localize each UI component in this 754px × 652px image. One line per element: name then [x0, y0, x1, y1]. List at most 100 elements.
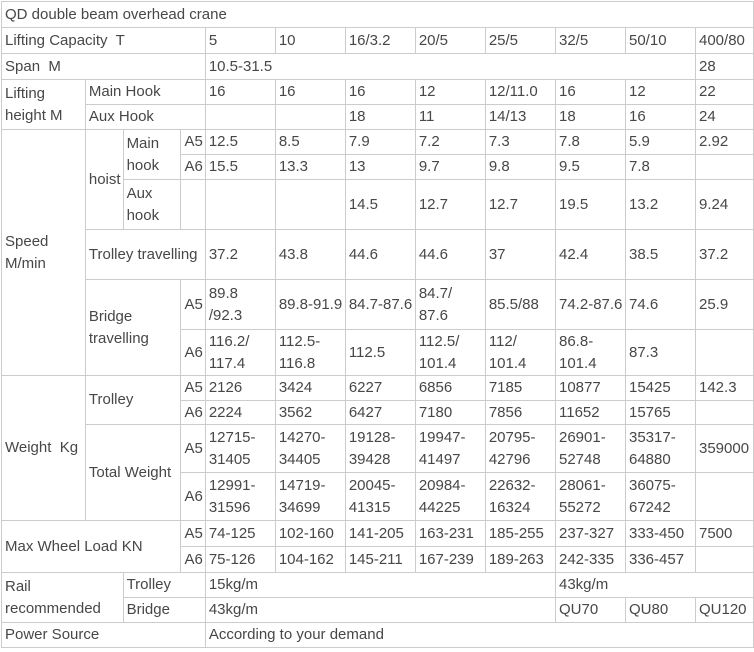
value-cell: 112.5- 116.8	[274, 329, 346, 376]
table-row: A6 75-126 104-162 145-211 167-239 189-263 242-…	[2, 546, 754, 573]
value-cell: QU70	[555, 597, 626, 623]
label-lifting-capacity: Lifting Capacity T	[1, 27, 206, 54]
label-weight-trolley: Trolley	[84, 375, 182, 425]
value-cell: 145-211	[344, 546, 416, 573]
value-cell: 43kg/m	[204, 597, 557, 623]
label-power-source: Power Source	[1, 622, 206, 648]
value-cell: 37.2	[204, 229, 276, 280]
value-cell: 74.2-87.6	[555, 279, 626, 330]
value-cell: 10	[274, 27, 346, 54]
label-a6: A6	[180, 546, 206, 573]
table-row: Power Source According to your demand	[1, 622, 754, 648]
value-cell: 9.8	[484, 154, 557, 180]
value-cell: 20984- 44225	[414, 472, 486, 521]
table-row: A6 2224 3562 6427 7180 7856 11652 15765	[2, 400, 754, 425]
value-cell: 12.5	[204, 129, 276, 155]
value-cell: 89.8 /92.3	[204, 279, 276, 330]
value-cell: 5.9	[625, 129, 696, 155]
value-cell: 14719- 34699	[274, 472, 346, 521]
table-row: Trolley travelling 37.2 43.8 44.6 44.6 37 42.4…	[2, 229, 754, 280]
table-row: Bridge 43kg/m QU70 QU80 QU120	[2, 597, 754, 623]
value-cell: 142.3	[695, 375, 754, 401]
value-cell: 28	[695, 53, 754, 80]
value-cell: 9.7	[414, 154, 486, 180]
label-a5: A5	[180, 520, 206, 547]
label-weight: Weight Kg	[1, 375, 86, 521]
value-cell: 3424	[274, 375, 346, 401]
table-row: Aux Hook 18 11 14/13 18 16 24	[2, 104, 754, 130]
power-source-value: According to your demand	[204, 622, 754, 648]
value-cell: 7.9	[344, 129, 416, 155]
value-cell: 37	[484, 229, 557, 280]
empty-cell	[180, 179, 206, 230]
value-cell: 7.3	[484, 129, 557, 155]
label-hoist-aux-hook: Aux hook	[122, 179, 182, 230]
value-cell: 13	[344, 154, 416, 180]
value-cell: 18	[555, 104, 626, 130]
value-cell: QU80	[625, 597, 696, 623]
value-cell: 74.6	[625, 279, 696, 330]
value-cell: 74-125	[204, 520, 276, 547]
value-cell: 7.8	[555, 129, 626, 155]
value-cell: 104-162	[274, 546, 346, 573]
value-cell: 22632- 16324	[484, 472, 557, 521]
value-cell: 86.8- 101.4	[555, 329, 626, 376]
value-cell: 50/10	[625, 27, 696, 54]
value-cell: 42.4	[555, 229, 626, 280]
value-cell: 5	[204, 27, 276, 54]
value-cell: 15425	[625, 375, 696, 401]
value-cell: 38.5	[625, 229, 696, 280]
table-row: A6 12991- 31596 14719- 34699 20045- 41315 20…	[2, 472, 754, 521]
empty-cell	[695, 154, 754, 180]
value-cell: 44.6	[414, 229, 486, 280]
value-cell: 2.92	[695, 129, 754, 155]
label-aux-hook: Aux Hook	[84, 104, 206, 130]
value-cell: 12.7	[484, 179, 557, 230]
value-cell: 25/5	[484, 27, 557, 54]
value-cell: 336-457	[625, 546, 696, 573]
value-cell: 84.7/ 87.6	[414, 279, 486, 330]
label-rail-bridge: Bridge	[122, 597, 206, 623]
value-cell: 400/80	[695, 27, 754, 54]
empty-cell	[695, 472, 754, 521]
label-a5: A5	[180, 424, 206, 473]
label-hoist: hoist	[84, 129, 124, 230]
table-row: A6 15.5 13.3 13 9.7 9.8 9.5 7.8	[2, 154, 754, 180]
value-cell: 102-160	[274, 520, 346, 547]
value-cell: 84.7-87.6	[344, 279, 416, 330]
value-cell: 12	[414, 79, 486, 105]
value-cell: 237-327	[555, 520, 626, 547]
label-span: Span M	[1, 53, 206, 80]
value-cell: 20045- 41315	[344, 472, 416, 521]
value-cell: 89.8-91.9	[274, 279, 346, 330]
value-cell: 20795- 42796	[484, 424, 557, 473]
value-cell: 10877	[555, 375, 626, 401]
table-row: Span M 10.5-31.5 28	[1, 53, 754, 80]
value-cell: 167-239	[414, 546, 486, 573]
label-lifting-height: Lifting height M	[1, 79, 86, 130]
value-cell: 12	[625, 79, 696, 105]
label-main-hook: Main Hook	[84, 79, 206, 105]
value-cell: 333-450	[625, 520, 696, 547]
value-cell: 3562	[274, 400, 346, 425]
value-cell: 16/3.2	[344, 27, 416, 54]
label-hoist-main-hook: Main hook	[122, 129, 182, 180]
value-cell: 16	[344, 79, 416, 105]
label-trolley-travelling: Trolley travelling	[84, 229, 206, 280]
label-a6: A6	[180, 400, 206, 425]
value-cell: 12/11.0	[484, 79, 557, 105]
table-row: Bridge travelling A5 89.8 /92.3 89.8-91.9 84…	[2, 279, 754, 376]
value-cell: 2224	[204, 400, 276, 425]
value-cell: 35317- 64880	[625, 424, 696, 473]
value-cell: 116.2/ 117.4	[204, 329, 276, 376]
value-cell: 189-263	[484, 546, 557, 573]
value-cell: 26901- 52748	[555, 424, 626, 473]
value-cell: 12991- 31596	[204, 472, 276, 521]
table-row: Lifting height M Main Hook 16 16 16 12 12/11.0…	[1, 79, 754, 130]
value-cell: 112.5/ 101.4	[414, 329, 486, 376]
value-cell: 19128- 39428	[344, 424, 416, 473]
value-cell: 43kg/m	[555, 572, 754, 598]
value-cell: 85.5/88	[484, 279, 557, 330]
value-cell: 13.3	[274, 154, 346, 180]
